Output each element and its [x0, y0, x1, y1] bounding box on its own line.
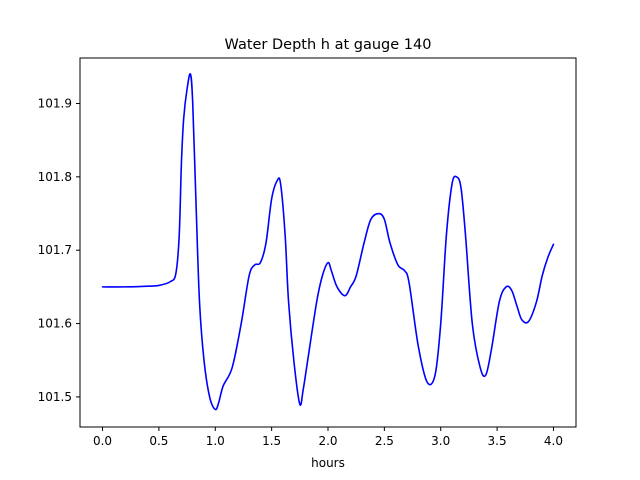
y-tick-label: 101.7 [38, 243, 72, 257]
y-tick-label: 101.6 [38, 317, 72, 331]
y-axis: 101.5 101.6 101.7 101.8 101.9 [38, 96, 80, 404]
y-tick-label: 101.9 [38, 96, 72, 110]
x-tick-label: 0.5 [149, 434, 168, 448]
plot-area [101, 72, 555, 411]
x-tick-label: 3.5 [488, 434, 507, 448]
x-tick-label: 2.0 [318, 434, 337, 448]
x-axis: 0.0 0.5 1.0 1.5 2.0 2.5 3.0 3.5 4.0 [93, 427, 563, 448]
x-tick-label: 4.0 [544, 434, 563, 448]
x-tick-label: 1.5 [262, 434, 281, 448]
series-line-0 [101, 72, 555, 411]
x-tick-label: 0.0 [93, 434, 112, 448]
x-tick-label: 3.0 [431, 434, 450, 448]
x-tick-label: 1.0 [206, 434, 225, 448]
x-axis-label: hours [311, 456, 345, 470]
x-tick-label: 2.5 [375, 434, 394, 448]
y-tick-label: 101.5 [38, 390, 72, 404]
chart-title: Water Depth h at gauge 140 [225, 37, 432, 53]
y-tick-label: 101.8 [38, 170, 72, 184]
